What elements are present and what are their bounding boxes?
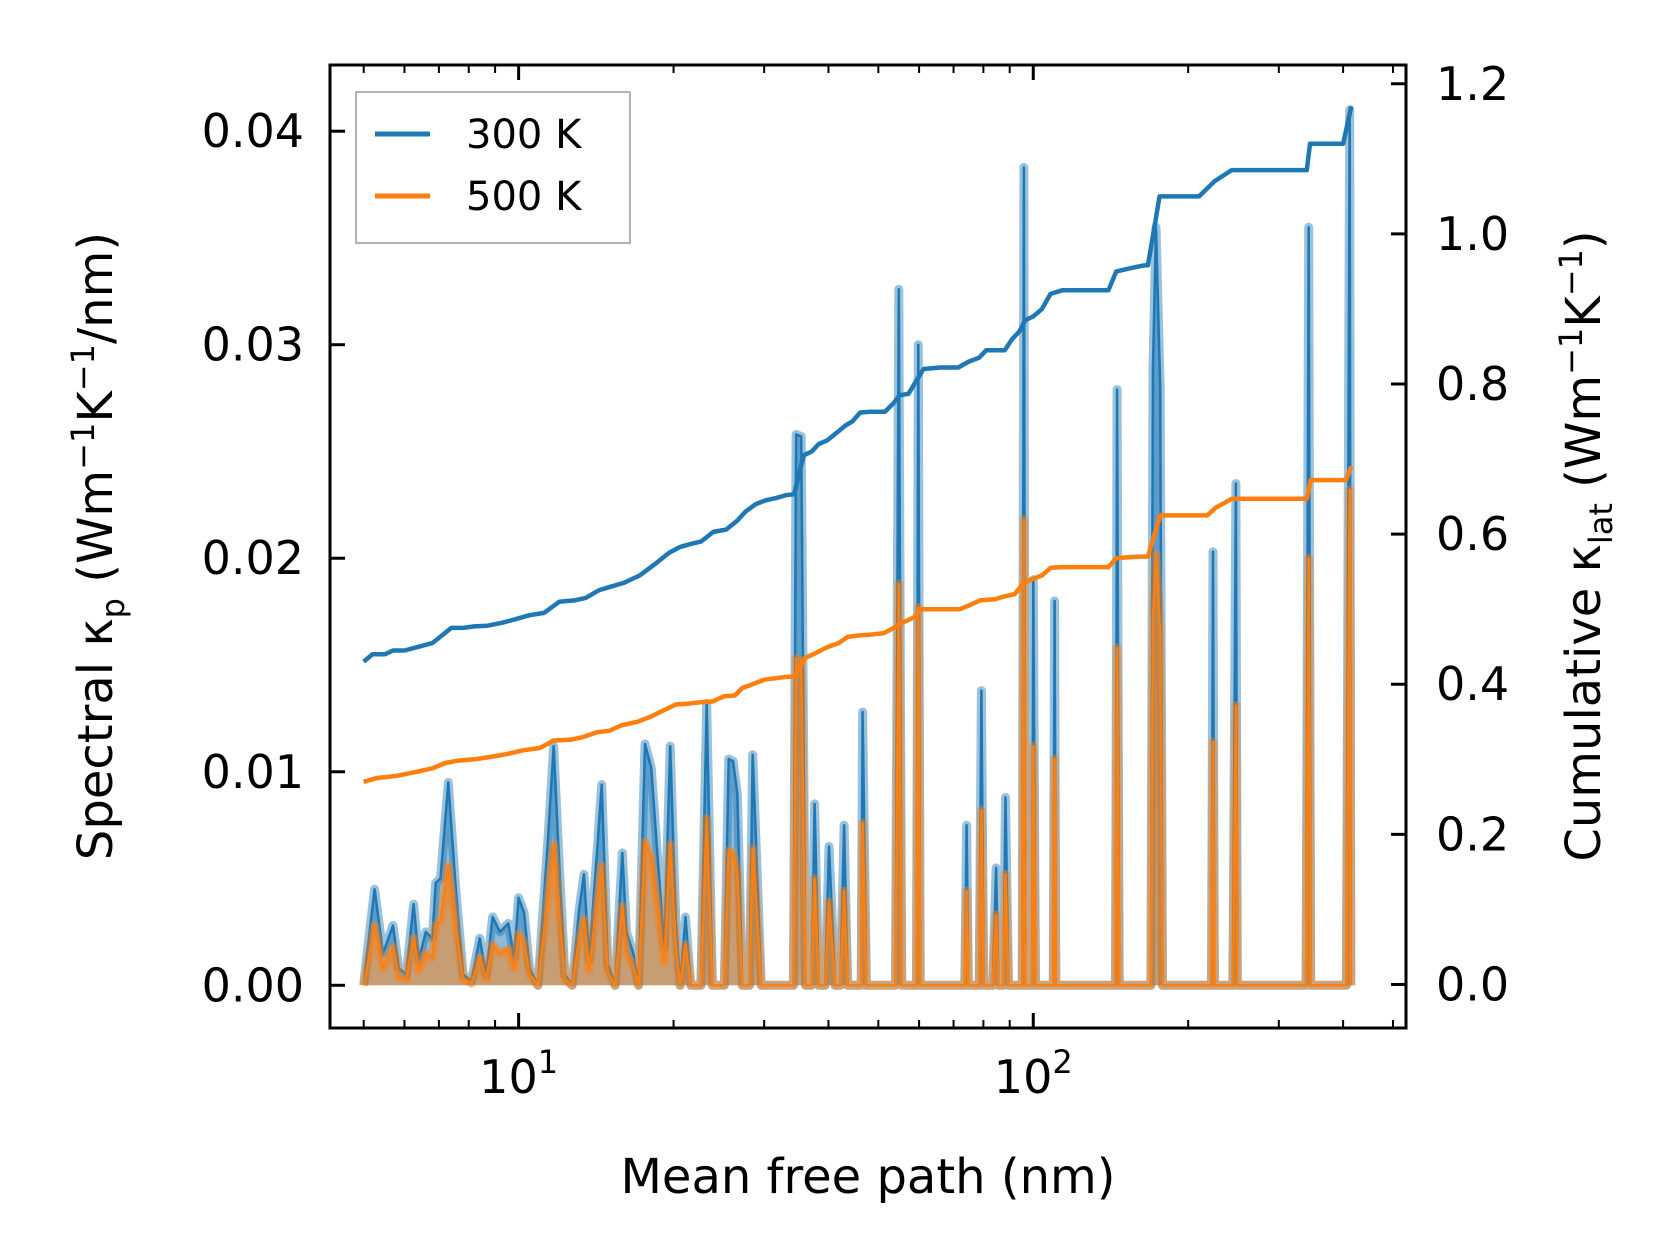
y-right-tick-label: 0.0 <box>1436 957 1509 1011</box>
y-right-tick-label: 0.6 <box>1436 507 1509 561</box>
y-left-tick-label: 0.01 <box>202 745 304 799</box>
y-right-tick-label: 0.2 <box>1436 807 1509 861</box>
x-tick-label: 101 <box>479 1043 558 1104</box>
cumulative-line-500k <box>363 465 1354 784</box>
y-right-tick-label: 0.8 <box>1436 357 1509 411</box>
legend-label-500k: 500 K <box>466 174 583 220</box>
legend-box <box>355 91 631 244</box>
plot-frame <box>328 63 1408 1030</box>
y-left-tick-label: 0.00 <box>202 958 304 1012</box>
y-right-tick-label: 0.4 <box>1436 657 1509 711</box>
y-axis-label-left: Spectral κp (Wm−1K−1/nm) <box>64 232 132 860</box>
legend-label-300k: 300 K <box>466 112 583 158</box>
y-right-tick-label: 1.0 <box>1436 207 1509 261</box>
tick-layer: 101 102 0.00 0.01 0.02 0.03 0.04 0.0 0.2 0.4 0.6 0.… <box>202 57 1510 1104</box>
x-tick-label: 102 <box>994 1043 1073 1104</box>
spectral-line-500k <box>362 488 1353 987</box>
series-layer <box>359 105 1356 990</box>
y-left-tick-label: 0.03 <box>202 318 304 372</box>
legend: 300 K 500 K <box>355 91 631 244</box>
cumulative-line-300k <box>362 105 1354 664</box>
x-axis-label: Mean free path (nm) <box>621 1149 1116 1205</box>
y-axis-label-right: Cumulative κlat (Wm−1K−1) <box>1552 230 1620 861</box>
y-right-tick-label: 1.2 <box>1436 57 1509 111</box>
y-left-tick-label: 0.04 <box>202 104 304 158</box>
y-left-tick-label: 0.02 <box>202 531 304 585</box>
